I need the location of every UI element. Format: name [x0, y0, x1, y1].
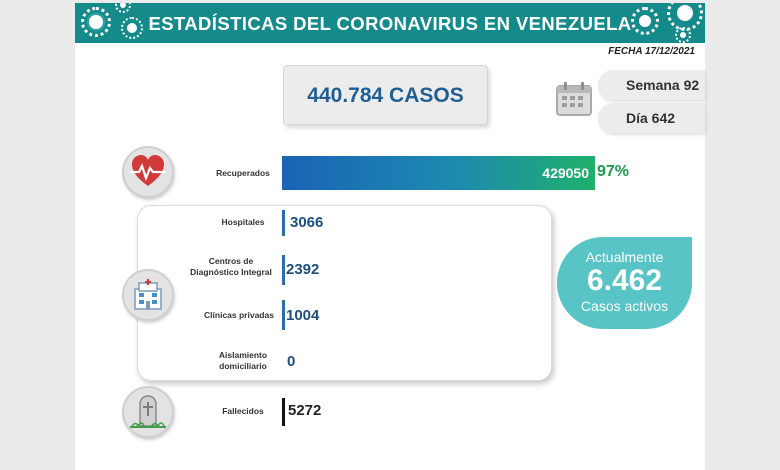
cdi-divider	[282, 255, 285, 285]
home-isolation-line1: Aislamiento	[218, 350, 268, 360]
deceased-icon-circle	[122, 386, 174, 438]
recovered-icon-circle	[122, 146, 174, 198]
virus-icon	[631, 7, 659, 35]
cdi-label-line2: Diagnóstico Integral	[190, 267, 272, 277]
clinics-value: 1004	[286, 307, 320, 324]
cdi-value: 2392	[286, 261, 320, 278]
recovered-bar: 429050	[282, 156, 595, 190]
clinics-label: Clínicas privadas	[204, 310, 274, 320]
virus-icon	[81, 7, 111, 37]
cdi-label: Centros de Diagnóstico Integral	[183, 256, 279, 278]
deceased-divider	[282, 398, 285, 426]
home-isolation-label: Aislamiento domiciliario	[203, 350, 283, 372]
date-label: FECHA 17/12/2021	[608, 46, 695, 57]
tombstone-icon	[130, 395, 166, 428]
virus-icon	[121, 17, 143, 39]
cdi-label-line1: Centros de	[208, 256, 254, 266]
total-cases-box: 440.784 CASOS	[283, 65, 488, 125]
hospitalization-panel	[137, 205, 552, 381]
recovered-label: Recuperados	[216, 168, 270, 178]
virus-icon	[675, 27, 691, 43]
page-title: ESTADÍSTICAS DEL CORONAVIRUS EN VENEZUEL…	[148, 13, 632, 34]
virus-icon	[115, 3, 131, 13]
deceased-value: 5272	[288, 402, 322, 419]
hospital-icon	[134, 279, 162, 310]
hospital-icon-circle	[122, 269, 174, 321]
active-cases-value: 6.462	[586, 264, 663, 297]
clinics-divider	[282, 300, 285, 330]
header-banner: ESTADÍSTICAS DEL CORONAVIRUS EN VENEZUEL…	[75, 3, 705, 43]
active-cases-caption: Actualmente	[585, 249, 664, 265]
active-cases-badge: Actualmente 6.462 Casos activos	[557, 237, 692, 329]
hospitals-value: 3066	[290, 214, 324, 231]
recovered-percent: 97%	[597, 163, 630, 180]
week-badge: Semana 92	[598, 70, 705, 100]
calendar-icon	[556, 82, 592, 116]
recovered-value: 429050	[542, 165, 589, 181]
total-cases-text: 440.784 CASOS	[307, 84, 464, 107]
home-isolation-value: 0	[287, 353, 296, 370]
deceased-label: Fallecidos	[222, 406, 264, 416]
hospitals-divider	[282, 210, 285, 236]
home-isolation-line2: domiciliario	[219, 361, 267, 371]
active-cases-subtitle: Casos activos	[580, 298, 669, 314]
day-badge: Día 642	[598, 103, 705, 133]
hospitals-label: Hospitales	[221, 217, 265, 227]
infographic-card: ESTADÍSTICAS DEL CORONAVIRUS EN VENEZUEL…	[75, 3, 705, 470]
heart-pulse-icon	[130, 155, 166, 186]
